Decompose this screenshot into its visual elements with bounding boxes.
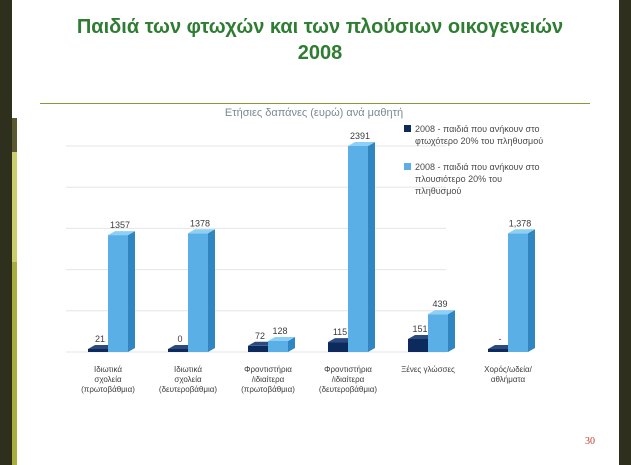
bar-s1-3 — [248, 345, 268, 352]
bar-s2-5 — [428, 314, 448, 352]
category-label-5: Ξένες γλώσσες — [401, 365, 455, 374]
category-label-line: Χορός/ωδεία/ — [484, 365, 533, 374]
category-label-line: σχολεία — [174, 375, 202, 384]
left-frame-bar — [0, 0, 12, 465]
right-frame-bar — [619, 0, 631, 465]
legend-entry-line: πληθυσμού — [415, 186, 461, 196]
chart-bars — [88, 142, 535, 352]
bar-side-s2-5 — [448, 310, 455, 352]
bar-s2-1 — [108, 235, 128, 352]
bar-top-s2-3 — [268, 336, 295, 341]
legend-entry-line: πλουσιότερο 20% του — [415, 174, 502, 184]
category-label-line: Φροντιστήρια — [324, 365, 372, 374]
bar-s2-2 — [188, 233, 208, 352]
category-label-line: Ιδιωτικά — [94, 365, 122, 374]
legend-entry-1: 2008 - παιδιά που ανήκουν στο φτωχότερο 2… — [415, 124, 543, 146]
value-label-s2-6: 1,378 — [509, 218, 532, 228]
category-label-line: (πρωτοβάθμια) — [81, 385, 135, 394]
chart-value-labels: 21 1357 0 1378 72 128 115 2391 151 439 - 1,378 — [95, 131, 531, 344]
page-number: 30 — [585, 436, 595, 447]
bar-s1-1 — [88, 349, 108, 352]
bar-s2-4 — [348, 146, 368, 352]
bar-s1-5 — [408, 338, 428, 352]
chart-title: Ετήσιες δαπάνες (ευρώ) ανά μαθητή — [225, 107, 403, 119]
value-label-s1-4: 115 — [333, 327, 347, 337]
legend-entry-2: 2008 - παιδιά που ανήκουν στο πλουσιότερο… — [415, 162, 540, 196]
category-label-line: Ιδιωτικά — [174, 365, 202, 374]
category-label-line: Φροντιστήρια — [244, 365, 292, 374]
value-label-s2-3: 128 — [272, 326, 287, 336]
category-label-line: /ιδιαίτερα — [252, 375, 285, 384]
value-label-s1-2: 0 — [177, 334, 182, 344]
category-label-4: Φροντιστήρια/ιδιαίτερα (δευτεροβάθμια) — [319, 365, 377, 394]
legend-entry-line: φτωχότερο 20% του πληθυσμού — [415, 136, 543, 146]
bar-side-s2-3 — [288, 336, 295, 352]
category-label-line: (δευτεροβάθμια) — [159, 385, 217, 394]
bar-top-s2-1 — [108, 231, 135, 236]
left-stripe-mid — [12, 118, 17, 152]
bar-s1-2 — [168, 349, 188, 352]
left-stripe-bottom — [12, 262, 17, 465]
value-label-s1-5: 151 — [412, 324, 427, 334]
category-label-line: (πρωτοβάθμια) — [241, 385, 295, 394]
category-label-3: Φροντιστήρια/ιδιαίτερα (πρωτοβάθμια) — [241, 365, 295, 394]
value-label-s2-1: 1357 — [110, 220, 130, 230]
legend-swatch-2 — [404, 163, 411, 170]
value-label-s2-2: 1378 — [190, 218, 210, 228]
category-label-2: Ιδιωτικά σχολεία (δευτεροβάθμια) — [159, 365, 217, 394]
chart-category-labels: Ιδιωτικά σχολεία (πρωτοβάθμια)Ιδιωτικά σχολ… — [81, 365, 533, 394]
bar-side-s2-4 — [368, 142, 375, 352]
bar-top-s2-2 — [188, 229, 215, 234]
left-stripe-top — [12, 0, 17, 118]
value-label-s2-4: 2391 — [350, 131, 370, 141]
category-label-line: /ιδιαίτερα — [332, 375, 365, 384]
category-label-1: Ιδιωτικά σχολεία (πρωτοβάθμια) — [81, 365, 135, 394]
value-label-s1-1: 21 — [95, 334, 105, 344]
legend-entry-line: 2008 - παιδιά που ανήκουν στο — [415, 162, 540, 172]
bar-s2-6 — [508, 233, 528, 352]
value-label-s1-3: 72 — [255, 331, 265, 341]
bar-side-s2-6 — [528, 229, 535, 352]
chart-grid — [66, 145, 446, 353]
slide-title: Παιδιά των φτωχών και των πλούσιων οικογ… — [40, 14, 600, 66]
bar-side-s2-2 — [208, 229, 215, 352]
bar-s1-6 — [488, 349, 508, 352]
value-label-s2-5: 439 — [432, 299, 447, 309]
category-label-line: (δευτεροβάθμια) — [319, 385, 377, 394]
left-stripe-lower — [12, 152, 17, 262]
bar-s1-4 — [328, 342, 348, 352]
category-label-line: σχολεία — [94, 375, 122, 384]
value-label-s1-6: - — [499, 334, 502, 344]
category-label-line: Ξένες γλώσσες — [401, 365, 455, 374]
legend-swatch-1 — [404, 125, 411, 132]
chart-legend: 2008 - παιδιά που ανήκουν στο φτωχότερο 2… — [404, 124, 543, 196]
bar-side-s2-1 — [128, 231, 135, 352]
bar-top-s2-5 — [428, 310, 455, 315]
bar-top-s2-4 — [348, 142, 375, 146]
category-label-line: αθλήματα — [491, 375, 526, 384]
title-divider — [40, 103, 590, 104]
category-label-6: Χορός/ωδεία/αθλήματα — [484, 365, 533, 384]
bar-top-s2-6 — [508, 229, 535, 234]
slide-title-line-2: 2008 — [297, 42, 343, 64]
legend-entry-line: 2008 - παιδιά που ανήκουν στο — [415, 124, 540, 134]
bar-s2-3 — [268, 340, 288, 352]
slide-title-line-1: Παιδιά των φτωχών και των πλούσιων οικογ… — [76, 16, 564, 38]
